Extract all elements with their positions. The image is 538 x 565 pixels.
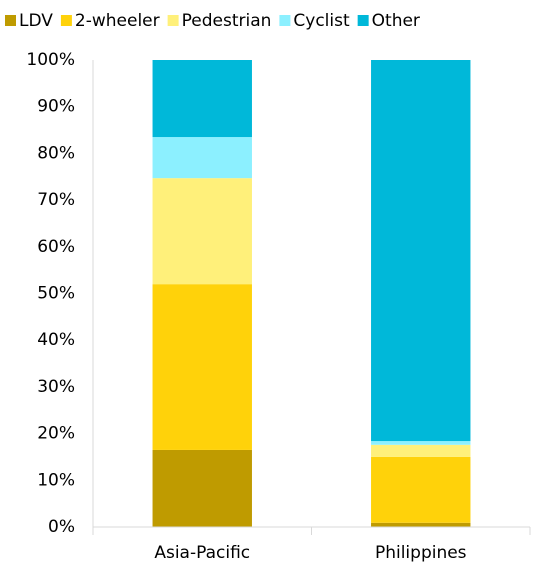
bar-segment (152, 284, 252, 450)
bar-segment (152, 137, 252, 179)
y-tick-label: 80% (37, 143, 75, 163)
bar-segment (371, 444, 471, 457)
x-tick-label: Asia-Pacific (154, 543, 250, 563)
y-tick-label: 50% (37, 284, 75, 304)
y-tick-label: 10% (37, 470, 75, 490)
legend-swatch (357, 15, 369, 26)
y-tick-label: 100% (26, 50, 75, 70)
y-tick-label: 60% (37, 237, 75, 257)
legend-label: LDV (19, 11, 53, 31)
bar-segment (371, 456, 471, 523)
y-tick-label: 90% (37, 97, 75, 117)
legend-label: Other (372, 11, 420, 31)
legend-swatch (167, 15, 179, 26)
legend-label: Cyclist (293, 11, 350, 31)
bar-segment (152, 178, 252, 285)
y-tick-label: 40% (37, 330, 75, 350)
bar-segment (371, 522, 471, 527)
legend-swatch (5, 15, 16, 26)
bar-segment (152, 60, 252, 138)
legend-label: 2-wheeler (75, 11, 160, 31)
y-tick-label: 30% (37, 377, 75, 397)
x-tick-label: Philippines (375, 543, 467, 563)
legend-swatch (279, 15, 291, 26)
y-tick-label: 20% (37, 424, 75, 444)
legend-swatch (60, 15, 72, 26)
bar-segment (371, 60, 471, 442)
bar-segment (152, 449, 252, 527)
legend-label: Pedestrian (182, 11, 272, 31)
bar-segment (371, 441, 471, 445)
y-tick-label: 70% (37, 190, 75, 210)
y-tick-label: 0% (48, 517, 75, 537)
